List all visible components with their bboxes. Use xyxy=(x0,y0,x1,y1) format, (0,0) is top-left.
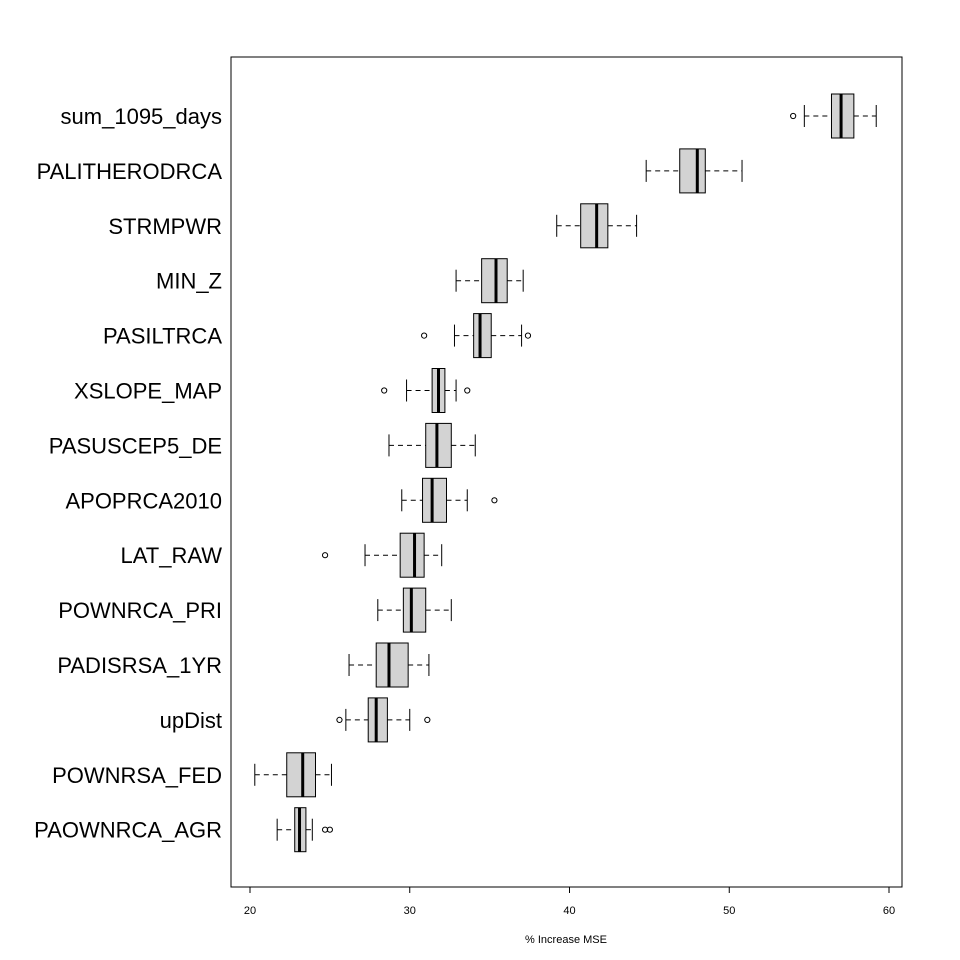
category-label: MIN_Z xyxy=(156,269,222,294)
x-axis: 20 30 40 50 60 xyxy=(244,886,895,917)
outlier-point xyxy=(491,497,498,504)
box-group-padisrsa-1yr: PADISRSA_1YR xyxy=(57,642,430,688)
iqr-box xyxy=(580,203,609,249)
iqr-box xyxy=(473,313,492,359)
outlier-point xyxy=(321,552,329,559)
category-label: XSLOPE_MAP xyxy=(74,379,222,404)
box-group-paownrca-agr: PAOWNRCA_AGR xyxy=(34,807,333,853)
box-group-pasiltrca: PASILTRCA xyxy=(103,313,532,359)
box-group-min-z: MIN_Z xyxy=(156,258,524,304)
category-label: upDist xyxy=(160,708,222,733)
box-group-lat-raw: LAT_RAW xyxy=(121,532,443,578)
category-label: LAT_RAW xyxy=(121,543,223,568)
iqr-box xyxy=(422,477,447,523)
category-label: APOPRCA2010 xyxy=(65,488,222,513)
x-tick-label: 50 xyxy=(723,905,735,917)
category-label: sum_1095_days xyxy=(61,104,222,129)
x-tick-label: 30 xyxy=(404,905,416,917)
iqr-box xyxy=(399,532,425,578)
box-group-sum-1095-days: sum_1095_days xyxy=(61,93,877,139)
iqr-box xyxy=(402,587,427,633)
x-tick-label: 40 xyxy=(563,905,575,917)
category-label: STRMPWR xyxy=(108,214,222,239)
outlier-point xyxy=(326,826,333,833)
iqr-box xyxy=(286,752,316,798)
iqr-box xyxy=(481,258,508,304)
x-axis-title: % Increase MSE xyxy=(525,934,607,946)
category-label: PASILTRCA xyxy=(103,324,222,349)
outlier-point xyxy=(381,387,388,394)
category-label: PALITHERODRCA xyxy=(37,159,223,184)
iqr-box xyxy=(375,642,409,688)
iqr-box xyxy=(830,93,855,139)
box-group-pasuscep5-de: PASUSCEP5_DE xyxy=(49,422,476,468)
outlier-point xyxy=(424,716,431,724)
category-label: POWNRSA_FED xyxy=(52,763,222,788)
category-label: POWNRCA_PRI xyxy=(58,598,222,623)
category-label: PAOWNRCA_AGR xyxy=(34,818,222,843)
box-group-pownrca-pri: POWNRCA_PRI xyxy=(58,587,452,633)
outlier-point xyxy=(421,332,428,339)
box-group-pownrsa-fed: POWNRSA_FED xyxy=(52,752,332,798)
outlier-point xyxy=(524,332,532,339)
category-label: PASUSCEP5_DE xyxy=(49,433,222,458)
outlier-point xyxy=(336,716,343,724)
x-tick-label: 60 xyxy=(883,905,895,917)
iqr-box xyxy=(679,148,706,194)
box-group-palitherodrca: PALITHERODRCA xyxy=(37,148,743,194)
iqr-box xyxy=(367,697,388,743)
box-group-strmpwr: STRMPWR xyxy=(108,203,638,249)
box-group-xslope-map: XSLOPE_MAP xyxy=(74,368,471,413)
plot-layer: sum_1095_days PALITHERODRCA STRMPWR MIN_Z PA… xyxy=(34,56,903,888)
plot-frame xyxy=(230,56,903,888)
outlier-point xyxy=(464,387,471,394)
iqr-box xyxy=(425,422,452,468)
category-label: PADISRSA_1YR xyxy=(57,653,222,678)
box-group-updist: upDist xyxy=(160,697,431,743)
outlier-point xyxy=(790,112,797,120)
x-tick-label: 20 xyxy=(244,905,256,917)
box-group-apoprca2010: APOPRCA2010 xyxy=(65,477,498,523)
